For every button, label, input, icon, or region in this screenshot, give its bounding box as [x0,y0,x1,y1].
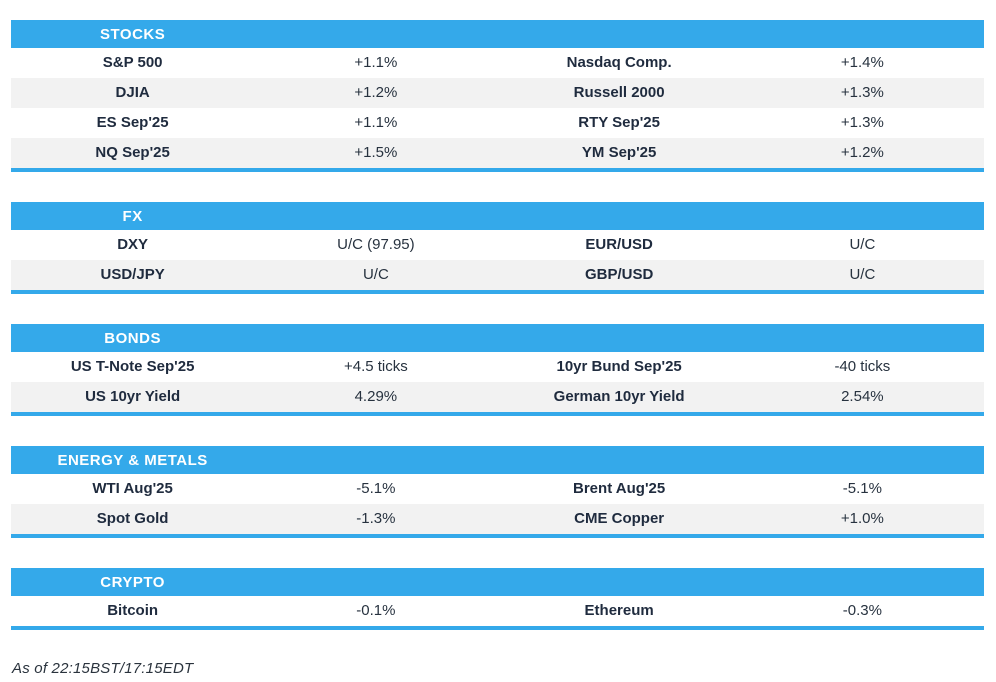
section-rows: DXY U/C (97.95) EUR/USD U/C USD/JPY U/C … [11,230,984,290]
section-header: CRYPTO [11,568,984,596]
footer-timestamp: As of 22:15BST/17:15EDT [12,660,194,677]
section-table: STOCKS S&P 500 +1.1% Nasdaq Comp. +1.4% … [11,20,984,172]
section-rows: S&P 500 +1.1% Nasdaq Comp. +1.4% DJIA +1… [11,48,984,168]
instrument-cell: CME Copper [574,510,665,527]
instrument-cell: US 10yr Yield [85,388,181,405]
instrument-cell: Nasdaq Comp. [566,54,672,71]
value-cell: -5.1% [842,480,882,497]
instrument-cell: YM Sep'25 [581,144,657,161]
value-cell: 4.29% [354,388,398,405]
table-row: ES Sep'25 +1.1% RTY Sep'25 +1.3% [11,108,984,138]
section-title: CRYPTO [100,573,165,591]
value-cell: U/C [849,266,876,283]
value-cell: +1.5% [354,144,398,161]
table-row: Bitcoin -0.1% Ethereum -0.3% [11,596,984,626]
value-cell: +1.4% [840,54,884,71]
value-cell: U/C (97.95) [337,236,415,253]
table-row: USD/JPY U/C GBP/USD U/C [11,260,984,290]
instrument-cell: German 10yr Yield [553,388,685,405]
section-table: CRYPTO Bitcoin -0.1% Ethereum -0.3% [11,568,984,630]
instrument-cell: 10yr Bund Sep'25 [556,358,682,375]
table-row: WTI Aug'25 -5.1% Brent Aug'25 -5.1% [11,474,984,504]
value-cell: 2.54% [841,388,884,405]
instrument-cell: Spot Gold [96,510,169,527]
section-table: FX DXY U/C (97.95) EUR/USD U/C USD/JPY U… [11,202,984,294]
market-tables: STOCKS S&P 500 +1.1% Nasdaq Comp. +1.4% … [11,20,984,630]
value-cell: +1.2% [840,144,884,161]
instrument-cell: GBP/USD [584,266,654,283]
section-header: BONDS [11,324,984,352]
table-row: S&P 500 +1.1% Nasdaq Comp. +1.4% [11,48,984,78]
instrument-cell: RTY Sep'25 [578,114,660,131]
section-table: BONDS US T-Note Sep'25 +4.5 ticks 10yr B… [11,324,984,416]
instrument-cell: Bitcoin [107,602,159,619]
value-cell: -40 ticks [834,358,891,375]
market-summary: STOCKS S&P 500 +1.1% Nasdaq Comp. +1.4% … [11,20,984,677]
table-row: US 10yr Yield 4.29% German 10yr Yield 2.… [11,382,984,412]
value-cell: +1.3% [840,84,884,101]
value-cell: U/C [849,236,876,253]
instrument-cell: EUR/USD [585,236,653,253]
table-row: DXY U/C (97.95) EUR/USD U/C [11,230,984,260]
section-table: ENERGY & METALS WTI Aug'25 -5.1% Brent A… [11,446,984,538]
instrument-cell: DJIA [115,84,150,101]
instrument-cell: Ethereum [584,602,654,619]
table-row: Spot Gold -1.3% CME Copper +1.0% [11,504,984,534]
instrument-cell: S&P 500 [102,54,163,71]
section-rows: WTI Aug'25 -5.1% Brent Aug'25 -5.1% Spot… [11,474,984,534]
table-row: US T-Note Sep'25 +4.5 ticks 10yr Bund Se… [11,352,984,382]
value-cell: +1.3% [840,114,884,131]
section-header: STOCKS [11,20,984,48]
value-cell: +1.1% [354,54,398,71]
table-row: NQ Sep'25 +1.5% YM Sep'25 +1.2% [11,138,984,168]
value-cell: +1.1% [354,114,398,131]
value-cell: -5.1% [356,480,396,497]
instrument-cell: Russell 2000 [573,84,665,101]
section-title: STOCKS [100,25,166,43]
instrument-cell: NQ Sep'25 [95,144,170,161]
section-rows: US T-Note Sep'25 +4.5 ticks 10yr Bund Se… [11,352,984,412]
value-cell: -1.3% [356,510,396,527]
instrument-cell: Brent Aug'25 [573,480,666,497]
instrument-cell: ES Sep'25 [96,114,169,131]
instrument-cell: WTI Aug'25 [92,480,173,497]
instrument-cell: DXY [117,236,149,253]
value-cell: -0.3% [842,602,882,619]
section-title: BONDS [104,329,161,347]
instrument-cell: USD/JPY [100,266,165,283]
value-cell: -0.1% [356,602,396,619]
value-cell: +4.5 ticks [343,358,408,375]
section-title: ENERGY & METALS [57,451,208,469]
table-row: DJIA +1.2% Russell 2000 +1.3% [11,78,984,108]
value-cell: +1.0% [840,510,884,527]
value-cell: U/C [362,266,389,283]
section-rows: Bitcoin -0.1% Ethereum -0.3% [11,596,984,626]
section-title: FX [122,207,143,225]
section-header: FX [11,202,984,230]
value-cell: +1.2% [354,84,398,101]
section-header: ENERGY & METALS [11,446,984,474]
instrument-cell: US T-Note Sep'25 [70,358,195,375]
